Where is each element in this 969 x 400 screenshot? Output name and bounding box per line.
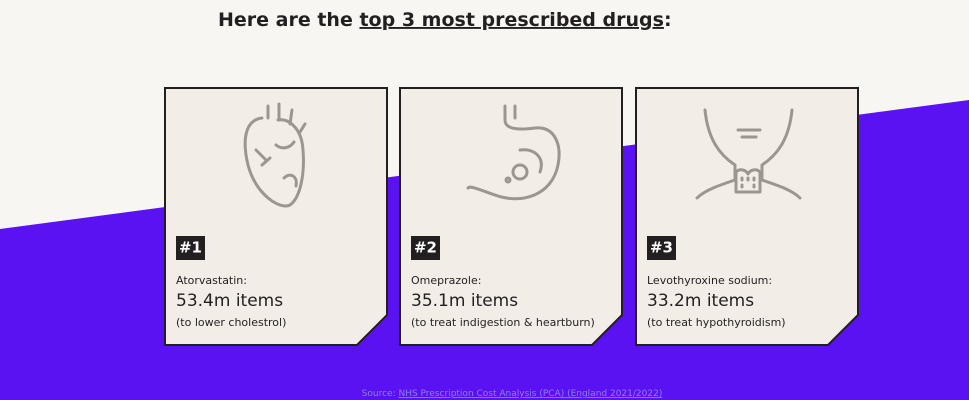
- heading-link[interactable]: top 3 most prescribed drugs: [359, 9, 663, 31]
- drug-name: Levothyroxine sodium:: [647, 274, 772, 287]
- rank-badge: [176, 236, 205, 260]
- item-count: 53.4m items: [176, 291, 283, 311]
- cards: #1 Atorvastatin: 53.4m items (to lower chol…: [164, 87, 859, 346]
- source-text: Source:: [362, 389, 399, 399]
- card-icon: [695, 108, 802, 200]
- heading: Here are the top 3 most prescribed drugs…: [218, 9, 672, 31]
- source: Source: NHS Prescription Cost Analysis (…: [362, 389, 663, 399]
- rank: #3: [650, 239, 673, 257]
- rank: #1: [179, 239, 202, 257]
- drug-use: (to treat hypothyroidism): [647, 316, 786, 329]
- card-icon: [734, 168, 762, 194]
- card-shape: [164, 87, 388, 346]
- heading-text: Here are the: [218, 9, 359, 31]
- card-icon: [254, 140, 298, 188]
- drug-name: Atorvastatin:: [176, 274, 247, 287]
- card-icon: [266, 102, 307, 134]
- heading-text: :: [664, 9, 672, 31]
- card-icon: [466, 104, 561, 201]
- card-icon: [513, 104, 543, 174]
- rank-badge: [411, 236, 440, 260]
- item-count: 35.1m items: [411, 291, 518, 311]
- card: #1 Atorvastatin: 53.4m items (to lower chol…: [164, 87, 388, 346]
- card-shape: [635, 87, 859, 346]
- drug-name: Omeprazole:: [411, 274, 481, 287]
- card-icon: [504, 163, 529, 184]
- drug-use: (to lower cholestrol): [176, 316, 286, 329]
- source-link[interactable]: NHS Prescription Cost Analysis (PCA) (En…: [398, 389, 662, 399]
- card-icon: [736, 128, 762, 139]
- card: #3 Levothyroxine sodium: 33.2m items (to tr…: [635, 87, 859, 346]
- card-icon: [243, 116, 305, 208]
- item-count: 33.2m items: [647, 291, 754, 311]
- drug-use: (to treat indigestion & heartburn): [411, 316, 595, 329]
- rank: #2: [414, 239, 437, 257]
- card: #2 Omeprazole: 35.1m items (to treat indige…: [399, 87, 623, 346]
- card-shape: [399, 87, 623, 346]
- rank-badge: [647, 236, 676, 260]
